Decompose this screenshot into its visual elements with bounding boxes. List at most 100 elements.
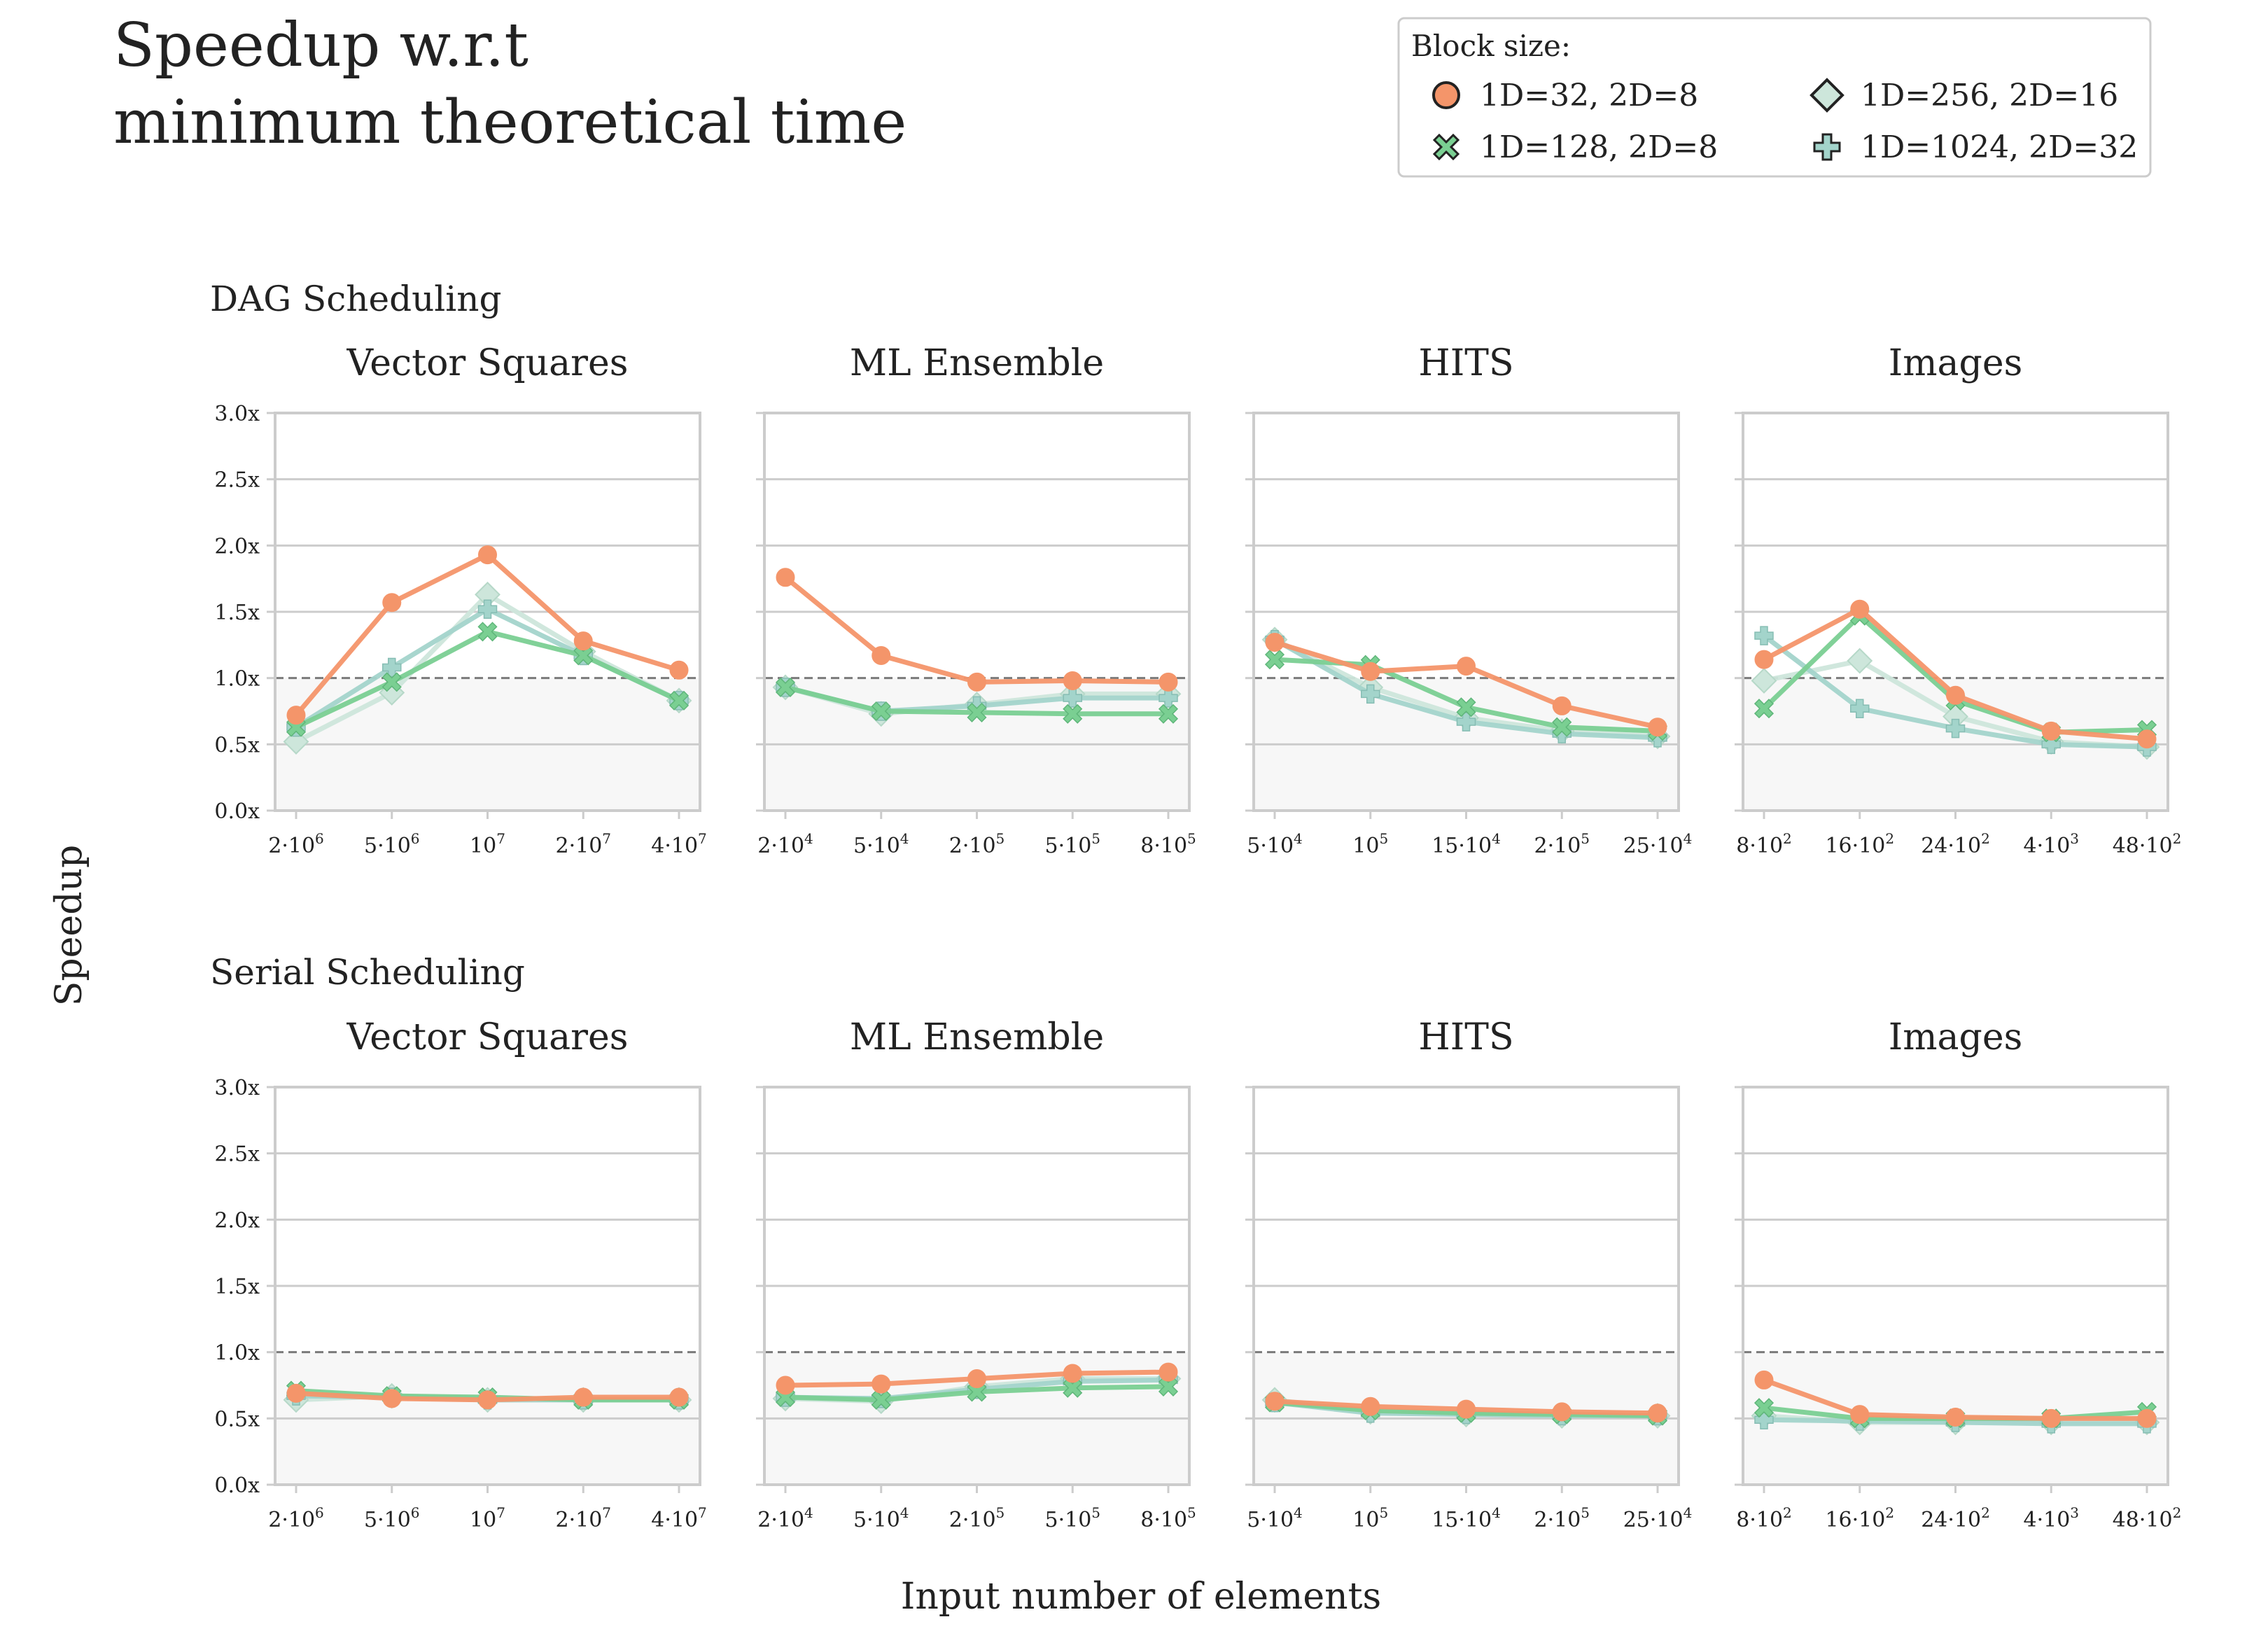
x-tick-label: 105 bbox=[1352, 1504, 1388, 1532]
figure-title-line-2: minimum theoretical time bbox=[113, 88, 906, 158]
data-point bbox=[1850, 599, 1870, 619]
data-point bbox=[2041, 1408, 2061, 1428]
y-tick-label: 0.5x bbox=[214, 733, 260, 757]
x-tick-label: 24·102 bbox=[1921, 1504, 1990, 1532]
data-point bbox=[1265, 633, 1284, 652]
data-point bbox=[1264, 650, 1285, 670]
data-point bbox=[1158, 1362, 1178, 1382]
data-point bbox=[382, 672, 402, 692]
x-tick-label: 5·105 bbox=[1044, 830, 1100, 858]
x-tick-label: 24·102 bbox=[1921, 830, 1990, 858]
series-1d-128-2d-8 bbox=[286, 622, 690, 737]
panel-title: ML Ensemble bbox=[850, 1016, 1104, 1058]
series-1d-32-2d-8 bbox=[776, 568, 1178, 692]
data-point bbox=[1457, 657, 1476, 676]
x-tick-label: 2·104 bbox=[757, 830, 813, 858]
panel-title: Vector Squares bbox=[346, 342, 629, 384]
legend-marker-1d-32-2d-8 bbox=[1432, 81, 1460, 109]
data-point bbox=[2137, 1408, 2157, 1428]
group-label-dag: DAG Scheduling bbox=[210, 279, 501, 319]
x-tick-label: 4·103 bbox=[2023, 1504, 2079, 1532]
data-point bbox=[1361, 1396, 1380, 1416]
data-point bbox=[1063, 1378, 1083, 1398]
data-point bbox=[1361, 684, 1380, 704]
series-1d-32-2d-8 bbox=[776, 1362, 1178, 1395]
data-point bbox=[775, 677, 796, 697]
y-axis-label: Speedup bbox=[48, 845, 90, 1007]
panel-title: Images bbox=[1889, 342, 2023, 384]
series-1d-32-2d-8 bbox=[286, 545, 689, 725]
group-label-serial: Serial Scheduling bbox=[210, 952, 525, 993]
data-point bbox=[967, 702, 987, 722]
panel-dag-images: Images 8·102 16·102 24·102 4·103 48·102 bbox=[1735, 342, 2181, 858]
y-tick-label: 2.5x bbox=[214, 468, 260, 493]
data-point bbox=[1063, 704, 1083, 724]
data-point bbox=[1158, 704, 1179, 724]
x-tick-label: 105 bbox=[1352, 830, 1388, 858]
x-tick-label: 25·104 bbox=[1623, 830, 1693, 858]
x-tick-label: 5·104 bbox=[853, 1504, 909, 1532]
series-1d-32-2d-8 bbox=[1754, 1370, 2157, 1428]
x-tick-label: 15·104 bbox=[1432, 1504, 1501, 1532]
panel-title: Vector Squares bbox=[346, 1016, 629, 1058]
x-tick-label: 8·105 bbox=[1140, 830, 1196, 858]
x-tick-label: 8·105 bbox=[1140, 1504, 1196, 1532]
x-tick-label: 2·106 bbox=[268, 830, 324, 858]
x-tick-label: 2·104 bbox=[757, 1504, 813, 1532]
data-point bbox=[872, 1374, 891, 1394]
data-point bbox=[1754, 650, 1774, 669]
y-tick-label: 1.5x bbox=[214, 1275, 260, 1299]
data-point bbox=[1946, 685, 1965, 705]
data-point bbox=[871, 701, 891, 722]
data-point bbox=[477, 622, 498, 642]
legend-marker-1d-256-2d-16 bbox=[1809, 78, 1844, 113]
x-tick-label: 2·106 bbox=[268, 1504, 324, 1532]
x-tick-label: 5·104 bbox=[1247, 830, 1303, 858]
data-point bbox=[1648, 718, 1667, 737]
data-point bbox=[1158, 1376, 1179, 1396]
x-tick-label: 5·105 bbox=[1044, 1504, 1100, 1532]
panel-serial-hits: HITS 5·104 105 15·104 2·105 25·104 bbox=[1245, 1016, 1692, 1532]
panel-serial-vector-squares: Vector Squares 0.0x 0.5x 1.0x 1.5x 2.0x 2.5x 3.… bbox=[214, 1016, 706, 1532]
series-1d-32-2d-8 bbox=[1265, 1392, 1667, 1423]
legend: Block size: 1D=32, 2D=8 1D=256, 2D=16 1D=1… bbox=[1397, 17, 2152, 178]
panel-title: HITS bbox=[1418, 342, 1513, 384]
panel-dag-vector-squares: Vector Squares 0.0x 0.5x 1.0x 1.5x 2.0x 2.5x 3.… bbox=[214, 342, 706, 858]
y-tick-label: 1.0x bbox=[214, 667, 260, 692]
data-point bbox=[1754, 699, 1774, 719]
panel-serial-ml-ensemble: ML Ensemble 2·104 5·104 2·105 5·105 8·105 bbox=[756, 1016, 1196, 1532]
x-tick-label: 2·107 bbox=[555, 830, 611, 858]
panels: Vector Squares 0.0x 0.5x 1.0x 1.5x 2.0x 2.5x 3.… bbox=[214, 342, 2181, 1532]
legend-frame bbox=[1397, 17, 2152, 178]
x-tick-label: 2·105 bbox=[1534, 830, 1590, 858]
x-tick-label: 48·102 bbox=[2113, 830, 2182, 858]
x-axis-label: Input number of elements bbox=[901, 1576, 1381, 1618]
data-point bbox=[573, 645, 594, 666]
data-point bbox=[669, 1387, 689, 1407]
data-point bbox=[382, 593, 402, 612]
x-tick-label: 5·104 bbox=[1247, 1504, 1303, 1532]
figure-title-line-1: Speedup w.r.t bbox=[113, 10, 528, 80]
data-point bbox=[1751, 668, 1777, 694]
data-point bbox=[1552, 696, 1572, 715]
x-tick-label: 5·106 bbox=[364, 830, 420, 858]
panel-title: Images bbox=[1889, 1016, 2023, 1058]
data-point bbox=[1063, 671, 1082, 690]
legend-title: Block size: bbox=[1411, 29, 1571, 63]
panel-serial-images: Images 8·102 16·102 24·102 4·103 48·102 bbox=[1735, 1016, 2181, 1532]
legend-label-1d-32-2d-8: 1D=32, 2D=8 bbox=[1480, 78, 1698, 113]
x-tick-label: 107 bbox=[470, 1504, 505, 1532]
y-tick-label: 2.0x bbox=[214, 534, 260, 559]
legend-marker-1d-1024-2d-32 bbox=[1813, 133, 1841, 161]
data-point bbox=[1063, 1364, 1082, 1383]
legend-marker-1d-128-2d-8 bbox=[1432, 133, 1460, 161]
y-tick-label: 0.0x bbox=[214, 799, 260, 824]
legend-label-1d-128-2d-8: 1D=128, 2D=8 bbox=[1480, 130, 1718, 165]
x-tick-label: 107 bbox=[470, 830, 505, 858]
x-tick-label: 2·107 bbox=[555, 1504, 611, 1532]
y-tick-label: 1.5x bbox=[214, 601, 260, 625]
x-tick-label: 16·102 bbox=[1825, 1504, 1894, 1532]
y-tick-label: 0.5x bbox=[214, 1407, 260, 1432]
panel-title: HITS bbox=[1418, 1016, 1513, 1058]
data-point bbox=[872, 645, 891, 665]
